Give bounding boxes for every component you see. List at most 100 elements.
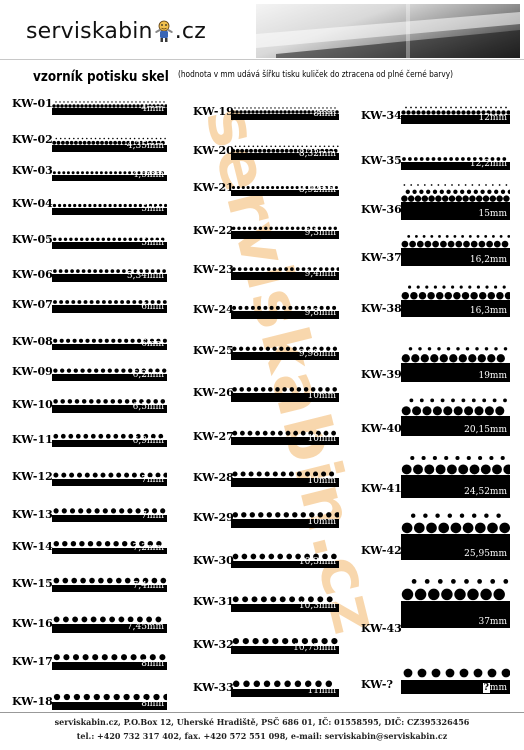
solid-print-band — [231, 604, 339, 612]
print-pattern-swatch: 9,3mm — [231, 222, 339, 239]
print-pattern-swatch: 25,95mm — [401, 502, 510, 560]
pattern-code: KW-12 — [12, 470, 53, 483]
pattern-width-mm: 7mm — [141, 475, 164, 485]
solid-print-band — [231, 689, 339, 697]
print-pattern-swatch: 7,4mm — [52, 576, 167, 592]
page-title: vzorník potisku skel — [33, 69, 169, 85]
solid-print-band — [52, 702, 167, 710]
dot-gradient-pattern — [401, 285, 510, 317]
pattern-code: KW-11 — [12, 433, 53, 446]
footer-address: serviskabin.cz, P.O.Box 12, Uherské Hrad… — [54, 717, 470, 727]
print-pattern-swatch: 4,5mm — [52, 168, 167, 181]
solid-print-band — [231, 231, 339, 239]
print-pattern-swatch: 6,2mm — [52, 366, 167, 381]
solid-print-band — [231, 272, 339, 280]
solid-print-band — [52, 274, 167, 282]
print-pattern-swatch: 7,45mm — [52, 612, 167, 633]
pattern-width-mm: 6,2mm — [132, 370, 164, 380]
dot-gradient-pattern — [52, 137, 167, 152]
brand-tld: .cz — [174, 18, 206, 44]
pattern-width-mm: 15mm — [478, 209, 507, 219]
print-pattern-swatch: 9,4mm — [231, 262, 339, 280]
solid-print-band — [52, 662, 167, 670]
print-pattern-swatch: 7,2mm — [52, 540, 167, 554]
solid-print-band — [52, 305, 167, 313]
pattern-width-mm: 24,52mm — [464, 487, 507, 497]
pattern-width-mm: 6mm — [141, 302, 164, 312]
pattern-code: KW-? — [361, 678, 393, 691]
dot-gradient-pattern — [52, 508, 167, 522]
pattern-code: KW-02 — [12, 133, 53, 146]
dot-gradient-pattern — [231, 267, 339, 280]
print-pattern-swatch: 19mm — [401, 340, 510, 382]
pattern-code: KW-39 — [361, 368, 402, 381]
pattern-width-mm: 8,92mm — [298, 185, 336, 195]
solid-print-band — [401, 416, 510, 436]
pattern-width-mm: 16,3mm — [469, 306, 507, 316]
pattern-width-mm: 12,2mm — [469, 159, 507, 169]
dot-gradient-pattern — [401, 513, 510, 560]
pattern-width-mm: 4,35mm — [126, 141, 164, 151]
dot-gradient-pattern — [52, 472, 167, 486]
pattern-width-mm: 9,8mm — [304, 308, 336, 318]
print-pattern-swatch: 16,3mm — [401, 280, 510, 317]
pattern-width-mm: 11mm — [307, 686, 336, 696]
pattern-width-mm: 5,34mm — [126, 271, 164, 281]
pattern-code: KW-37 — [361, 251, 402, 264]
pattern-code: KW-26 — [193, 386, 234, 399]
dot-gradient-pattern — [231, 471, 339, 487]
dot-gradient-pattern — [52, 616, 167, 633]
mascot-icon — [154, 20, 173, 42]
dot-gradient-pattern — [52, 300, 167, 313]
pattern-width-mm: 16,2mm — [469, 255, 507, 265]
solid-print-band — [401, 534, 510, 560]
pattern-code: KW-04 — [12, 197, 53, 210]
pattern-width-mm: 10mm — [307, 391, 336, 401]
print-pattern-swatch: 6mm — [52, 336, 167, 350]
solid-print-band — [231, 352, 339, 360]
pattern-code: KW-35 — [361, 154, 402, 167]
brand-logo[interactable]: serviskabin .cz — [26, 17, 206, 45]
dot-gradient-pattern — [231, 145, 339, 160]
dot-gradient-pattern — [401, 106, 510, 124]
pattern-width-mm: 6,9mm — [132, 436, 164, 446]
dot-gradient-pattern — [52, 237, 167, 249]
print-pattern-swatch: 7mm — [52, 470, 167, 486]
pattern-code: KW-19 — [193, 105, 234, 118]
dot-gradient-pattern — [231, 637, 339, 654]
solid-print-band — [52, 405, 167, 413]
dot-gradient-pattern — [231, 305, 339, 319]
dot-gradient-pattern — [52, 654, 167, 670]
pattern-code: KW-40 — [361, 422, 402, 435]
print-pattern-swatch: 7mm — [52, 506, 167, 522]
dot-gradient-pattern — [52, 693, 167, 710]
solid-print-band — [231, 519, 339, 528]
dot-gradient-pattern — [52, 203, 167, 215]
print-pattern-swatch: 8,92mm — [231, 182, 339, 196]
pattern-code: KW-10 — [12, 398, 53, 411]
pattern-width-mm: 9,4mm — [304, 269, 336, 279]
dot-gradient-pattern — [52, 577, 167, 592]
pattern-width-mm: 25,95mm — [464, 549, 507, 559]
dot-gradient-pattern — [231, 107, 339, 120]
pattern-code: KW-41 — [361, 482, 402, 495]
pattern-width-mm: 7,45mm — [126, 622, 164, 632]
solid-print-band — [231, 393, 339, 402]
solid-print-band — [231, 311, 339, 319]
pattern-width-mm: 12mm — [478, 113, 507, 123]
solid-print-band — [231, 478, 339, 487]
dot-gradient-pattern — [401, 579, 510, 628]
pattern-code: KW-24 — [193, 303, 234, 316]
print-pattern-swatch: 12,2mm — [401, 152, 510, 170]
pattern-code: KW-09 — [12, 365, 53, 378]
pattern-width-mm: 10mm — [307, 434, 336, 444]
dot-gradient-pattern — [231, 346, 339, 360]
pattern-code: KW-31 — [193, 595, 234, 608]
print-pattern-swatch: 10,3mm — [231, 552, 339, 568]
pattern-code: KW-01 — [12, 97, 53, 110]
solid-print-band — [231, 114, 339, 120]
pattern-code: KW-05 — [12, 233, 53, 246]
pattern-width-mm: 7,4mm — [132, 581, 164, 591]
unit-label: mm — [489, 683, 507, 693]
pattern-width-mm: 4,5mm — [132, 170, 164, 180]
